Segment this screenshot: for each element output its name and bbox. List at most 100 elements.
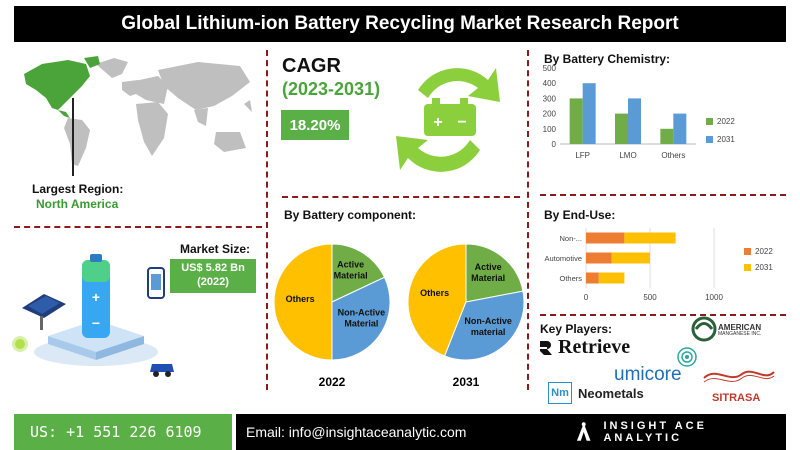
footer-phone[interactable]: US: +1 551 226 6109: [14, 414, 232, 450]
legend-swatch: [706, 118, 713, 125]
pie-slice-label: Non-Active material: [464, 316, 512, 337]
player-umicore: umicore: [614, 364, 682, 386]
enduse-bar: [586, 252, 612, 264]
key-players-title: Key Players:: [540, 322, 613, 336]
footer-email[interactable]: Email: info@insightaceanalytic.com: [236, 414, 562, 450]
phone-text: US: +1 551 226 6109: [30, 423, 202, 441]
legend-swatch: [744, 264, 751, 271]
y-tick-label: Automotive: [544, 254, 582, 263]
legend-label: 2031: [717, 135, 735, 144]
pie-slice-label: Non-Active Material: [338, 308, 386, 329]
enduse-bar: [598, 272, 625, 284]
market-size-box: US$ 5.82 Bn (2022): [170, 259, 256, 293]
component-title: By Battery component:: [284, 208, 417, 222]
umicore-logo-icon: [677, 347, 697, 367]
legend-swatch: [744, 248, 751, 255]
player-neometals: Nm Neometals: [548, 382, 644, 404]
pie-slice-label: Active Material: [471, 262, 505, 283]
enduse-title: By End-Use:: [544, 208, 616, 222]
insight-ace-logo-icon: [576, 422, 591, 441]
divider-chemistry: [540, 194, 786, 196]
umicore-name: umicore: [614, 364, 682, 385]
battery-illustration: + −: [12, 254, 174, 377]
divider-left: [266, 50, 268, 390]
player-american-manganese: AMERICAN MANGANESE INC.: [718, 324, 761, 337]
y-tick-label: 200: [543, 110, 557, 119]
player-sitrasa: SITRASA: [712, 392, 761, 404]
enduse-bar: [586, 232, 625, 244]
chemistry-title: By Battery Chemistry:: [544, 52, 671, 66]
pie-slice-label: Others: [420, 288, 449, 298]
x-tick-label: 500: [643, 293, 657, 302]
retrieve-name: Retrieve: [558, 336, 631, 358]
x-tick-label: Others: [661, 151, 685, 160]
market-size-year: (2022): [197, 276, 229, 288]
email-text: Email: info@insightaceanalytic.com: [246, 424, 467, 440]
pie-slice: [273, 243, 333, 361]
chemistry-bar: [660, 128, 674, 144]
pie-slice: [331, 276, 391, 361]
player-retrieve: Retrieve: [538, 336, 630, 359]
pie-year-label: 2031: [453, 375, 480, 389]
american-name: AMERICAN: [718, 323, 762, 332]
chemistry-bar: [628, 98, 641, 144]
manganese-name: MANGANESE INC.: [718, 331, 762, 337]
y-tick-label: Others: [559, 274, 582, 283]
component-pie-charts: Others Active Material Non-Active Material 20…: [273, 243, 525, 389]
legend-label: 2031: [755, 263, 773, 272]
market-size-value: US$ 5.82 Bn: [181, 262, 245, 275]
chemistry-bar: [582, 83, 596, 144]
y-tick-label: Non-...: [559, 234, 582, 243]
pie-slice-label: Active Material: [334, 260, 368, 281]
footer-brand: INSIGHT ACE ANALYTIC: [562, 414, 786, 450]
svg-text:+: +: [92, 289, 100, 305]
cagr-value: 18.20%: [289, 116, 341, 134]
y-tick-label: 300: [543, 94, 557, 103]
legend-swatch: [706, 136, 713, 143]
enduse-bar: [586, 272, 599, 284]
divider-right: [527, 50, 529, 390]
legend-label: 2022: [755, 247, 773, 256]
y-tick-label: 500: [543, 64, 557, 73]
divider-enduse: [540, 314, 786, 316]
cagr-years: (2023-2031): [282, 79, 381, 99]
cagr-label: CAGR: [282, 55, 341, 77]
chemistry-bar: [615, 113, 628, 144]
region-pointer: [72, 98, 74, 176]
pie-slice: [331, 243, 386, 303]
svg-text:−: −: [92, 315, 100, 331]
report-title: Global Lithium-ion Battery Recycling Mar…: [14, 6, 786, 42]
x-tick-label: 0: [584, 293, 589, 302]
chemistry-bar-chart: 0 100 200 300 400 500 LFP LMO Others 2022 2031: [543, 64, 736, 160]
neometals-name: Neometals: [578, 385, 644, 401]
y-tick-label: 400: [543, 79, 557, 88]
x-tick-label: LFP: [575, 151, 590, 160]
sitrasa-logo-icon: [703, 370, 775, 383]
world-map: [24, 56, 252, 166]
enduse-bar-chart: 0 500 1000 Non-... Automotive Others 2022 2031: [544, 228, 773, 302]
legend-label: 2022: [717, 117, 735, 126]
x-tick-label: 1000: [705, 293, 723, 302]
recycle-battery-icon: + −: [396, 68, 500, 172]
pie-slice: [407, 243, 467, 357]
market-size-label: Market Size:: [179, 242, 251, 256]
svg-text:−: −: [457, 114, 466, 131]
enduse-bar: [611, 252, 650, 264]
y-tick-label: 100: [543, 125, 557, 134]
divider-region: [14, 226, 262, 228]
chemistry-bar: [673, 113, 687, 144]
enduse-bar: [624, 232, 676, 244]
svg-text:+: +: [433, 114, 442, 131]
chemistry-bar: [569, 98, 583, 144]
cagr-value-box: 18.20%: [281, 110, 349, 140]
largest-region-value: North America: [36, 197, 119, 211]
retrieve-logo-icon: [540, 340, 552, 355]
pie-slice: [465, 243, 524, 303]
pie-year-label: 2022: [319, 375, 346, 389]
pie-slice-label: Others: [286, 294, 315, 304]
brand-text: INSIGHT ACE ANALYTIC: [603, 420, 707, 444]
x-tick-label: LMO: [619, 151, 636, 160]
largest-region-label: Largest Region:: [32, 182, 124, 196]
y-tick-label: 0: [552, 140, 557, 149]
divider-cagr: [282, 196, 520, 198]
